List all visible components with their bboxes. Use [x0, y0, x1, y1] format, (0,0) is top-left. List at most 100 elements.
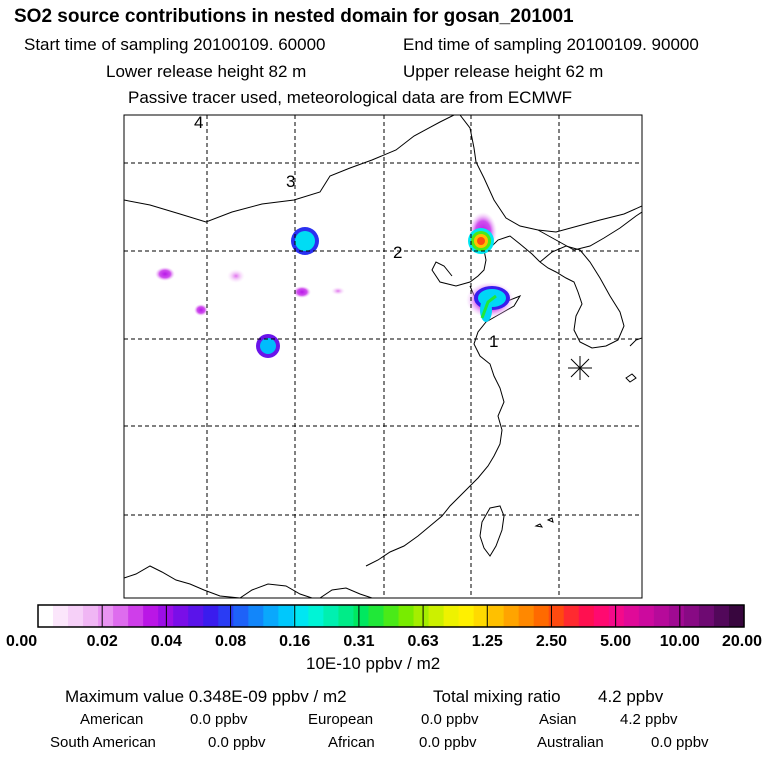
- colorbar-swatch: [473, 605, 490, 627]
- colorbar-swatch: [668, 605, 685, 627]
- colorbar-swatch: [233, 605, 249, 627]
- colorbar-swatch: [68, 605, 84, 627]
- colorbar-swatch: [728, 605, 745, 627]
- border-north: [124, 115, 455, 223]
- colorbar-swatch: [533, 605, 550, 627]
- colorbar-swatch: [428, 605, 445, 627]
- colorbar-swatch: [518, 605, 535, 627]
- colorbar-swatch: [218, 605, 234, 627]
- colorbar-swatch: [383, 605, 400, 627]
- colorbar-swatch: [458, 605, 475, 627]
- colorbar-swatch: [488, 605, 505, 627]
- coastline-bohai: [431, 235, 541, 287]
- colorbar-swatch: [293, 605, 309, 627]
- colorbar-tick-label: 0.63: [408, 633, 439, 650]
- page-title: SO2 source contributions in nested domai…: [14, 6, 574, 27]
- colorbar-swatch: [503, 605, 520, 627]
- graticule: [124, 115, 642, 598]
- colorbar-swatch: [608, 605, 625, 627]
- region-name-south-american: South American: [50, 734, 156, 751]
- coastline-taiwan: [479, 505, 505, 557]
- region-label-4: 4: [194, 113, 203, 132]
- plume-west: [155, 267, 175, 281]
- colorbar-swatch: [323, 605, 340, 627]
- colorbar-tick-label: 0.00: [6, 633, 37, 650]
- colorbar-swatch: [683, 605, 700, 627]
- colorbar-swatch: [653, 605, 670, 627]
- colorbar: [37, 604, 745, 628]
- region-value-african: 0.0 ppbv: [419, 734, 477, 751]
- coastline-east-china: [365, 285, 522, 567]
- region-name-european: European: [308, 711, 374, 728]
- end-time-label: End time of sampling 20100109. 90000: [403, 35, 699, 54]
- maximum-value-label: Maximum value 0.348E-09 ppbv / m2: [65, 687, 347, 706]
- plume-west-2: [227, 269, 245, 283]
- colorbar-tick-label: 2.50: [536, 633, 567, 650]
- coastline-japan: [629, 337, 642, 347]
- colorbar-swatch: [398, 605, 415, 627]
- colorbar-swatch: [113, 605, 129, 627]
- colorbar-swatch: [578, 605, 595, 627]
- colorbar-swatch: [38, 605, 54, 627]
- colorbar-swatch: [338, 605, 355, 627]
- colorbar-swatch: [548, 605, 565, 627]
- colorbar-frame: [37, 604, 745, 628]
- coastline-korea: [539, 245, 625, 349]
- region-name-asian: Asian: [539, 711, 577, 728]
- region-value-european: 0.0 ppbv: [421, 711, 479, 728]
- colorbar-tick-label: 20.00: [722, 633, 762, 650]
- colorbar-tick-labels: 0.00 0.02 0.04 0.08 0.16 0.31 0.63 1.25 2.50 5.00…: [6, 633, 762, 650]
- colorbar-swatch: [593, 605, 610, 627]
- colorbar-tick-label: 5.00: [600, 633, 631, 650]
- colorbar-swatch: [128, 605, 144, 627]
- colorbar-swatch: [53, 605, 69, 627]
- region-value-australian: 0.0 ppbv: [651, 734, 709, 751]
- colorbar-tick-label: 10.00: [660, 633, 700, 650]
- region-label-2: 2: [393, 243, 402, 262]
- border-southwest: [124, 565, 241, 598]
- upper-release-height-label: Upper release height 62 m: [403, 62, 604, 81]
- colorbar-tick-label: 0.08: [215, 633, 246, 650]
- plume-central-2: [331, 287, 345, 295]
- colorbar-tick-label: 0.02: [87, 633, 118, 650]
- colorbar-swatch: [413, 605, 430, 627]
- colorbar-swatch: [308, 605, 324, 627]
- total-mixing-ratio-label: Total mixing ratio: [433, 687, 561, 706]
- colorbar-swatch: [248, 605, 264, 627]
- region-value-south-american: 0.0 ppbv: [208, 734, 266, 751]
- colorbar-swatch: [263, 605, 279, 627]
- colorbar-swatch: [203, 605, 219, 627]
- colorbar-swatch: [188, 605, 204, 627]
- region-label-3: 3: [286, 172, 295, 191]
- colorbar-swatch: [563, 605, 580, 627]
- plume-west-3: [194, 304, 208, 316]
- colorbar-swatch: [353, 605, 370, 627]
- colorbar-swatch: [713, 605, 730, 627]
- colorbar-swatch: [443, 605, 460, 627]
- colorbar-swatch: [278, 605, 294, 627]
- region-value-american: 0.0 ppbv: [190, 711, 248, 728]
- colorbar-swatch: [143, 605, 159, 627]
- colorbar-swatch: [173, 605, 189, 627]
- total-mixing-ratio-value: 4.2 ppbv: [598, 687, 664, 706]
- region-value-asian: 4.2 ppbv: [620, 711, 678, 728]
- region-label-1: 1: [489, 332, 498, 351]
- colorbar-swatch: [698, 605, 715, 627]
- region-name-american: American: [80, 711, 144, 728]
- colorbar-swatch: [98, 605, 114, 627]
- colorbar-tick-label: 0.31: [343, 633, 374, 650]
- colorbar-swatch: [368, 605, 385, 627]
- region-name-african: African: [328, 734, 375, 751]
- start-time-label: Start time of sampling 20100109. 60000: [24, 35, 326, 54]
- lower-release-height-label: Lower release height 82 m: [106, 62, 307, 81]
- plume-layer: [155, 212, 514, 358]
- colorbar-tick-label: 0.04: [151, 633, 182, 650]
- colorbar-swatch: [83, 605, 99, 627]
- colorbar-unit-label: 10E-10 ppbv / m2: [306, 654, 441, 673]
- map-frame: [123, 114, 643, 599]
- region-name-australian: Australian: [537, 734, 604, 751]
- colorbar-swatch: [623, 605, 640, 627]
- receptor-marker: [568, 356, 592, 380]
- border-korea: [537, 211, 642, 251]
